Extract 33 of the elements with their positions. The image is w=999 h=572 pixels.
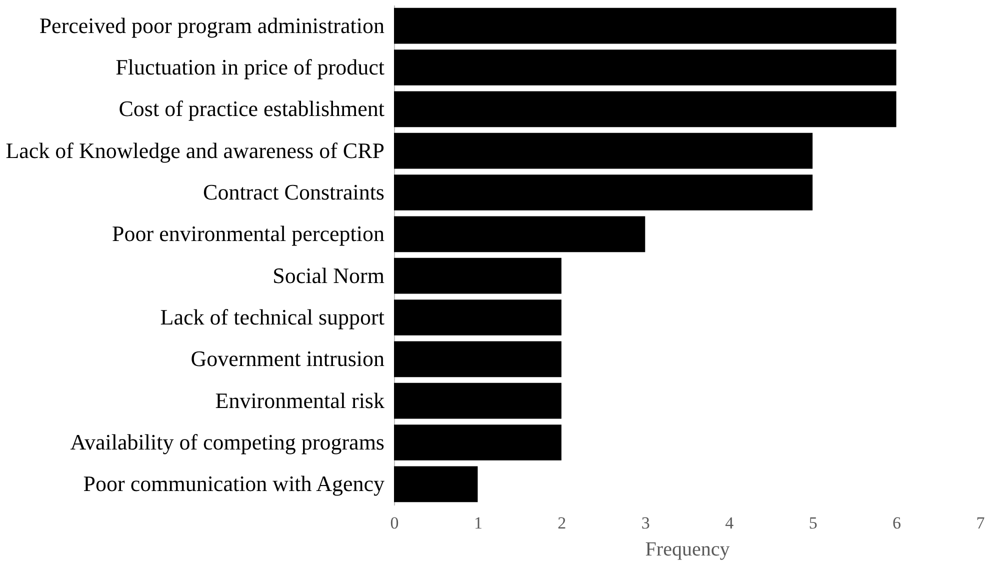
bar [394,132,813,169]
y-tick-label: Cost of practice establishment [118,96,384,122]
y-tick-label: Poor environmental perception [112,221,384,246]
x-tick-label: 0 [390,514,399,532]
x-tick-label: 5 [808,514,818,532]
x-tick-label: 4 [725,514,734,532]
y-tick-label: Fluctuation in price of product [116,54,384,80]
bar [394,174,813,210]
bar [394,341,562,378]
x-tick-label: 3 [641,514,650,532]
bar [394,258,562,294]
y-tick-label: Environmental risk [215,388,384,413]
x-tick-label: 6 [892,514,902,532]
bar [394,50,896,86]
bar [394,91,896,128]
y-tick-label: Social Norm [272,262,384,288]
y-tick-label: Government intrusion [190,346,384,372]
bar [394,382,562,419]
bar [394,216,646,252]
x-tick-label: 2 [558,514,566,532]
y-tick-label: Lack of Knowledge and awareness of CRP [6,138,384,163]
y-tick-label: Poor communication with Agency [83,471,384,496]
bar [394,424,562,460]
x-axis-title: Frequency [645,538,730,560]
x-tick-label: 1 [474,514,482,532]
y-tick-label: Lack of technical support [160,304,384,330]
bar [394,8,896,44]
y-tick-label: Contract Constraints [203,180,384,204]
y-tick-label: Perceived poor program administration [39,12,384,38]
bar [394,300,562,336]
bar [394,466,478,502]
x-tick-label: 7 [976,514,986,532]
y-tick-label: Availability of competing programs [70,430,384,454]
